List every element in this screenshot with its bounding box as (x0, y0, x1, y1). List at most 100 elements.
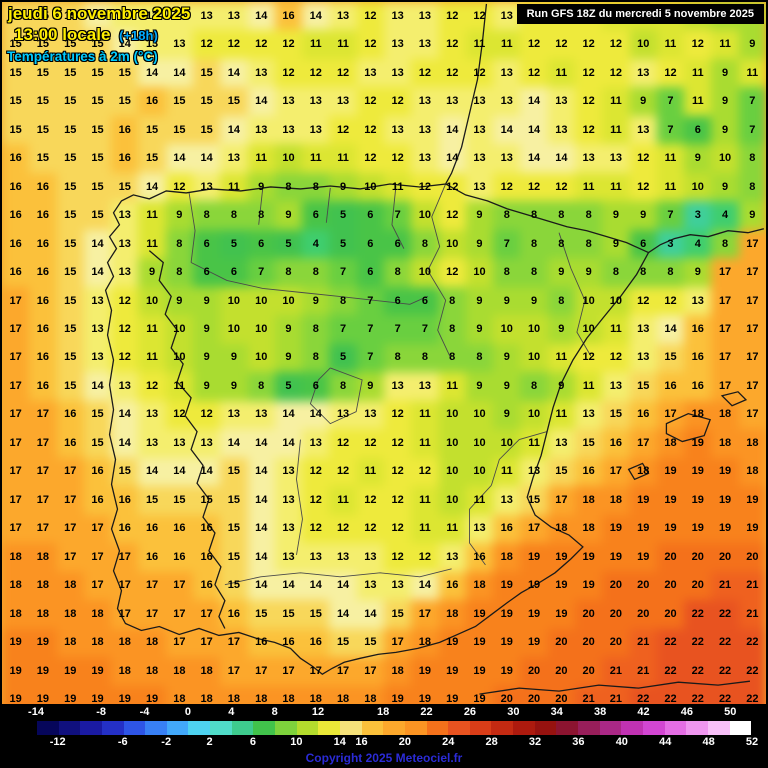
temp-value: 15 (200, 493, 213, 506)
temp-value: 18 (64, 607, 77, 620)
local-time: 13:00 locale (14, 25, 111, 44)
temp-color-cell (2, 315, 30, 344)
temp-value: 13 (691, 294, 704, 307)
temp-color-cell (2, 600, 30, 629)
temp-color-cell (29, 201, 57, 230)
temp-value: 21 (609, 664, 623, 677)
temp-value: 15 (36, 95, 50, 108)
temp-value: 21 (746, 607, 759, 620)
temp-color-cell (56, 571, 84, 601)
temp-value: 16 (64, 436, 77, 449)
legend-color-segment (513, 721, 535, 735)
temp-value: 8 (258, 379, 265, 392)
temp-value: 11 (337, 152, 349, 165)
temp-value: 15 (173, 493, 186, 506)
temp-value: 12 (309, 522, 322, 535)
temp-value: 14 (227, 436, 241, 449)
temp-value: 16 (36, 266, 50, 279)
temp-value: 17 (91, 579, 104, 592)
temp-value: 19 (691, 465, 704, 478)
temp-value: 15 (36, 9, 50, 22)
temp-value: 11 (555, 408, 568, 421)
temp-value: 17 (746, 237, 759, 250)
temp-value: 12 (364, 436, 377, 449)
temp-value: 15 (91, 38, 104, 51)
temp-value: 13 (364, 579, 377, 592)
temp-color-cell (2, 628, 30, 658)
copyright-text: Copyright 2025 Meteociel.fr (305, 751, 463, 765)
temp-value: 18 (64, 579, 77, 592)
temp-value: 18 (227, 693, 241, 706)
temp-value: 13 (227, 152, 241, 165)
temp-value: 14 (282, 579, 295, 592)
temp-color-cell (56, 30, 84, 59)
temp-value: 17 (9, 465, 22, 478)
temp-value: 16 (118, 123, 131, 136)
temp-value: 17 (227, 664, 241, 677)
temp-value: 19 (609, 522, 623, 535)
temp-value: 9 (258, 180, 265, 193)
legend-color-segment (599, 721, 622, 735)
temp-value: 19 (582, 550, 595, 563)
temp-color-cell (56, 628, 84, 658)
temp-value: 12 (173, 180, 186, 193)
temp-value: 17 (527, 522, 541, 535)
temp-value: 7 (421, 323, 428, 335)
temp-value: 22 (718, 693, 732, 706)
temp-value: 18 (746, 465, 759, 478)
temp-value: 18 (36, 550, 50, 563)
temp-value: 12 (309, 465, 322, 478)
temp-value: 18 (36, 579, 50, 592)
temp-value: 10 (418, 209, 432, 222)
temp-value: 8 (531, 379, 538, 392)
temp-value: 11 (473, 38, 486, 51)
temp-value: 19 (527, 636, 541, 649)
temp-value: 8 (312, 323, 319, 335)
temp-value: 18 (746, 436, 759, 449)
temp-value: 9 (203, 351, 210, 364)
temp-value: 16 (145, 550, 159, 563)
temp-value: 15 (36, 38, 50, 51)
temp-value: 13 (200, 9, 213, 22)
legend-color-segment (231, 721, 254, 735)
legend-label: -2 (161, 736, 172, 748)
temp-value: 15 (145, 152, 159, 165)
temp-value: 7 (667, 123, 674, 136)
temp-value: 13 (418, 152, 432, 165)
temp-value: 10 (609, 294, 623, 307)
temp-value: 12 (391, 550, 404, 563)
temp-color-cell (2, 115, 30, 145)
temp-value: 16 (9, 237, 22, 250)
temp-value: 14 (527, 123, 541, 136)
temp-value: 10 (364, 180, 377, 193)
temp-value: 19 (9, 664, 22, 677)
temp-value: 18 (173, 664, 186, 677)
temp-value: 13 (173, 9, 186, 22)
temp-value: 14 (118, 436, 131, 449)
temp-value: 9 (722, 66, 729, 79)
temp-value: 13 (637, 351, 650, 364)
temp-value: 9 (203, 379, 210, 392)
temperature-legend: -14 -8 -4 0 4 8 12 18 22 26 30 34 38 42 46 50 -12 -6 -2 2 6… (2, 704, 766, 766)
temp-value: 22 (718, 607, 732, 620)
temp-value: 15 (282, 607, 295, 620)
temp-value: 9 (203, 294, 210, 307)
temp-value: 14 (309, 408, 322, 421)
temp-value: 6 (312, 379, 319, 392)
temp-value: 17 (64, 550, 77, 563)
temp-value: 17 (173, 636, 186, 649)
temp-value: 20 (609, 607, 623, 620)
temp-value: 12 (364, 9, 377, 22)
temp-value: 21 (718, 579, 732, 592)
temp-color-cell (2, 286, 30, 316)
temp-value: 10 (446, 237, 459, 250)
temp-value: 18 (473, 579, 486, 592)
temp-value: 10 (173, 323, 186, 335)
temp-value: 18 (200, 693, 213, 706)
temp-color-cell (29, 372, 57, 401)
temp-value: 10 (255, 351, 268, 364)
temp-color-cell (2, 400, 30, 430)
temp-value: 19 (691, 493, 704, 506)
temp-value: 8 (340, 379, 347, 392)
